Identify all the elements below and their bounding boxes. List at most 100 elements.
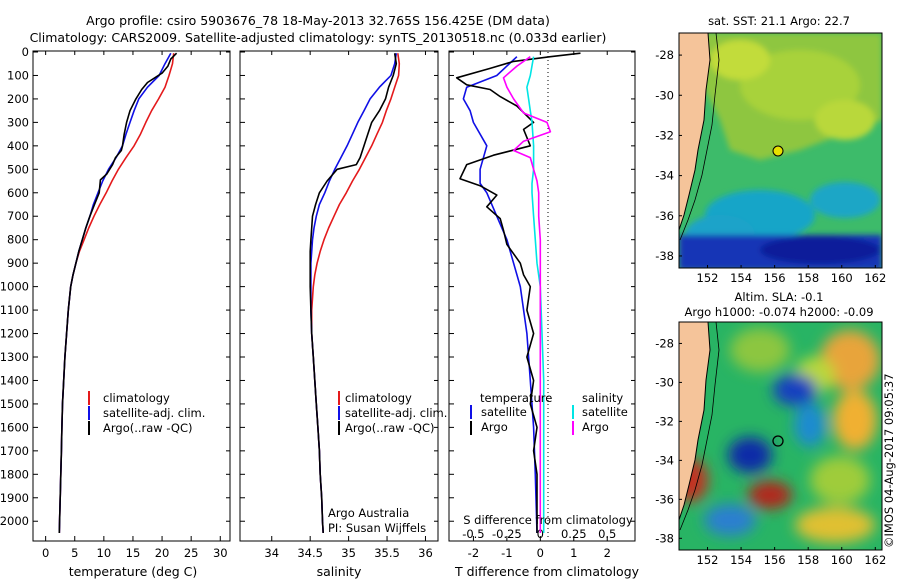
- series-line-climatology: [58, 53, 175, 534]
- salinity-annotation-pi: PI: Susan Wijffels: [328, 521, 426, 535]
- difference-legend: temperature salinity satellite Argo sate…: [470, 391, 628, 435]
- map-x-tick-label: 160: [831, 271, 853, 285]
- depth-tick-label: 200: [7, 92, 29, 106]
- series-line-climatology: [310, 53, 401, 534]
- legend-label-argo: Argo(..raw -QC): [345, 421, 435, 435]
- temperature-series: [58, 52, 178, 534]
- depth-tick-label: 300: [7, 115, 29, 129]
- x-tick-label: 10: [97, 546, 112, 560]
- depth-tick-label: 1200: [0, 327, 29, 341]
- temperature-x-axis: 0 5 10 15 20 25 30: [42, 51, 228, 560]
- sla-field-patches: [679, 328, 880, 543]
- depth-tick-label: 1400: [0, 373, 29, 387]
- x-tick-label: 36: [418, 546, 433, 560]
- sst-shelf-contour: [679, 33, 720, 241]
- sla-high-6: [748, 481, 792, 509]
- map-y-tick-label: -38: [655, 249, 674, 263]
- depth-tick-label: 1500: [0, 397, 29, 411]
- s-tick-label: 0: [537, 527, 544, 541]
- depth-tick-label: 1700: [0, 444, 29, 458]
- map-y-tick-label: -34: [655, 169, 674, 183]
- map-y-tick-label: -32: [655, 128, 674, 142]
- map-x-tick-label: 162: [864, 271, 886, 285]
- series-line-t-argo: [455, 52, 581, 533]
- legend-label-t-satellite: satellite: [481, 405, 527, 419]
- sst-map-axes: 152 154 156 158 160 162 -28 -30 -32 -34 -36 -38: [655, 48, 886, 285]
- x-tick-label: 0: [537, 546, 544, 560]
- map-x-tick-label: 154: [730, 271, 752, 285]
- sla-high-7: [810, 456, 870, 504]
- s-tick-label: 0.5: [598, 527, 616, 541]
- depth-tick-label: 1100: [0, 303, 29, 317]
- salinity-annotation-org: Argo Australia: [328, 506, 409, 520]
- depth-tick-label: 800: [7, 233, 29, 247]
- temperature-legend: climatology satellite-adj. clim. Argo(..…: [88, 391, 205, 435]
- sla-low-2: [728, 437, 772, 473]
- legend-label-s-satellite: satellite: [582, 405, 628, 419]
- depth-tick-label: 1800: [0, 467, 29, 481]
- legend-label-climatology: climatology: [103, 391, 170, 405]
- depth-tick-label: 1600: [0, 420, 29, 434]
- depth-tick-label: 400: [7, 139, 29, 153]
- sla-map-title-line2: Argo h1000: -0.074 h2000: -0.09: [684, 305, 873, 319]
- sla-low-4: [794, 403, 826, 447]
- sla-high-8: [795, 507, 875, 543]
- series-line-argo-raw-qc: [309, 53, 398, 534]
- depth-tick-label: 500: [7, 162, 29, 176]
- sst-field-patches: [679, 33, 882, 268]
- salinity-plot-frame: [239, 50, 439, 542]
- x-tick-label: -1: [501, 546, 512, 560]
- map-x-tick-label: 154: [730, 553, 752, 567]
- sst-warm-patch-3: [710, 40, 770, 80]
- s-difference-axis-label: S difference from climatology: [463, 513, 633, 527]
- sst-map-title: sat. SST: 21.1 Argo: 22.7: [708, 14, 850, 28]
- map-x-tick-label: 152: [697, 553, 719, 567]
- sst-warm-patch-1: [740, 50, 860, 120]
- series-line-s-argo: [502, 56, 552, 533]
- difference-x-axis: -2 -1 0 1 2 -0.5 -0.25 0 0.25 0.5: [462, 51, 616, 560]
- map-x-tick-label: 160: [831, 553, 853, 567]
- map-y-tick-label: -30: [655, 88, 674, 102]
- x-tick-label: 20: [155, 546, 170, 560]
- sla-argo-position-marker: [772, 435, 784, 447]
- salinity-x-axis: 34 34.5 35 35.5 36: [264, 51, 433, 560]
- depth-tick-label: 900: [7, 256, 29, 270]
- x-tick-label: 0: [42, 546, 49, 560]
- sst-map-frame: [678, 32, 883, 269]
- map-y-tick-label: -32: [655, 414, 674, 428]
- series-line-satellite-adj-clim: [58, 52, 172, 534]
- t-difference-axis-label: T difference from climatology: [454, 564, 640, 579]
- sla-shelf-contour: [679, 322, 720, 531]
- legend-label-satellite: satellite-adj. clim.: [345, 406, 447, 420]
- depth-tick-label: 100: [7, 68, 29, 82]
- sst-warm-patch-2: [815, 100, 875, 140]
- salinity-series: [309, 53, 401, 534]
- map-y-tick-label: -34: [655, 453, 674, 467]
- salinity-axis-label: salinity: [317, 564, 362, 579]
- x-tick-label: 25: [184, 546, 199, 560]
- depth-tick-label: 0: [22, 45, 29, 59]
- series-line-argo-raw-qc: [58, 52, 178, 534]
- imos-timestamp: ©IMOS 04-Aug-2017 09:05:37: [882, 373, 896, 548]
- sla-map-axes: 152 154 156 158 160 162 -28 -30 -32 -34 -36 -38: [655, 336, 886, 567]
- figure-title-line2: Climatology: CARS2009. Satellite-adjuste…: [30, 30, 607, 45]
- legend-label-s-argo: Argo: [582, 420, 609, 434]
- s-tick-label: -0.5: [462, 527, 484, 541]
- difference-plot-frame: [448, 50, 636, 542]
- map-x-tick-label: 158: [797, 553, 819, 567]
- sla-map-frame: [678, 321, 883, 551]
- salinity-legend: climatology satellite-adj. clim. Argo(..…: [338, 391, 447, 435]
- map-y-tick-label: -36: [655, 492, 674, 506]
- map-y-tick-label: -30: [655, 375, 674, 389]
- map-x-tick-label: 152: [697, 271, 719, 285]
- sst-cool-patch-2: [810, 182, 880, 218]
- temperature-plot-frame: [32, 50, 231, 542]
- map-y-tick-label: -38: [655, 531, 674, 545]
- legend-title-temperature: temperature: [480, 391, 552, 405]
- x-tick-label: 35: [341, 546, 356, 560]
- map-y-tick-label: -28: [655, 336, 674, 350]
- sst-map: [679, 33, 882, 268]
- x-tick-label: -2: [468, 546, 479, 560]
- depth-tick-label: 1900: [0, 491, 29, 505]
